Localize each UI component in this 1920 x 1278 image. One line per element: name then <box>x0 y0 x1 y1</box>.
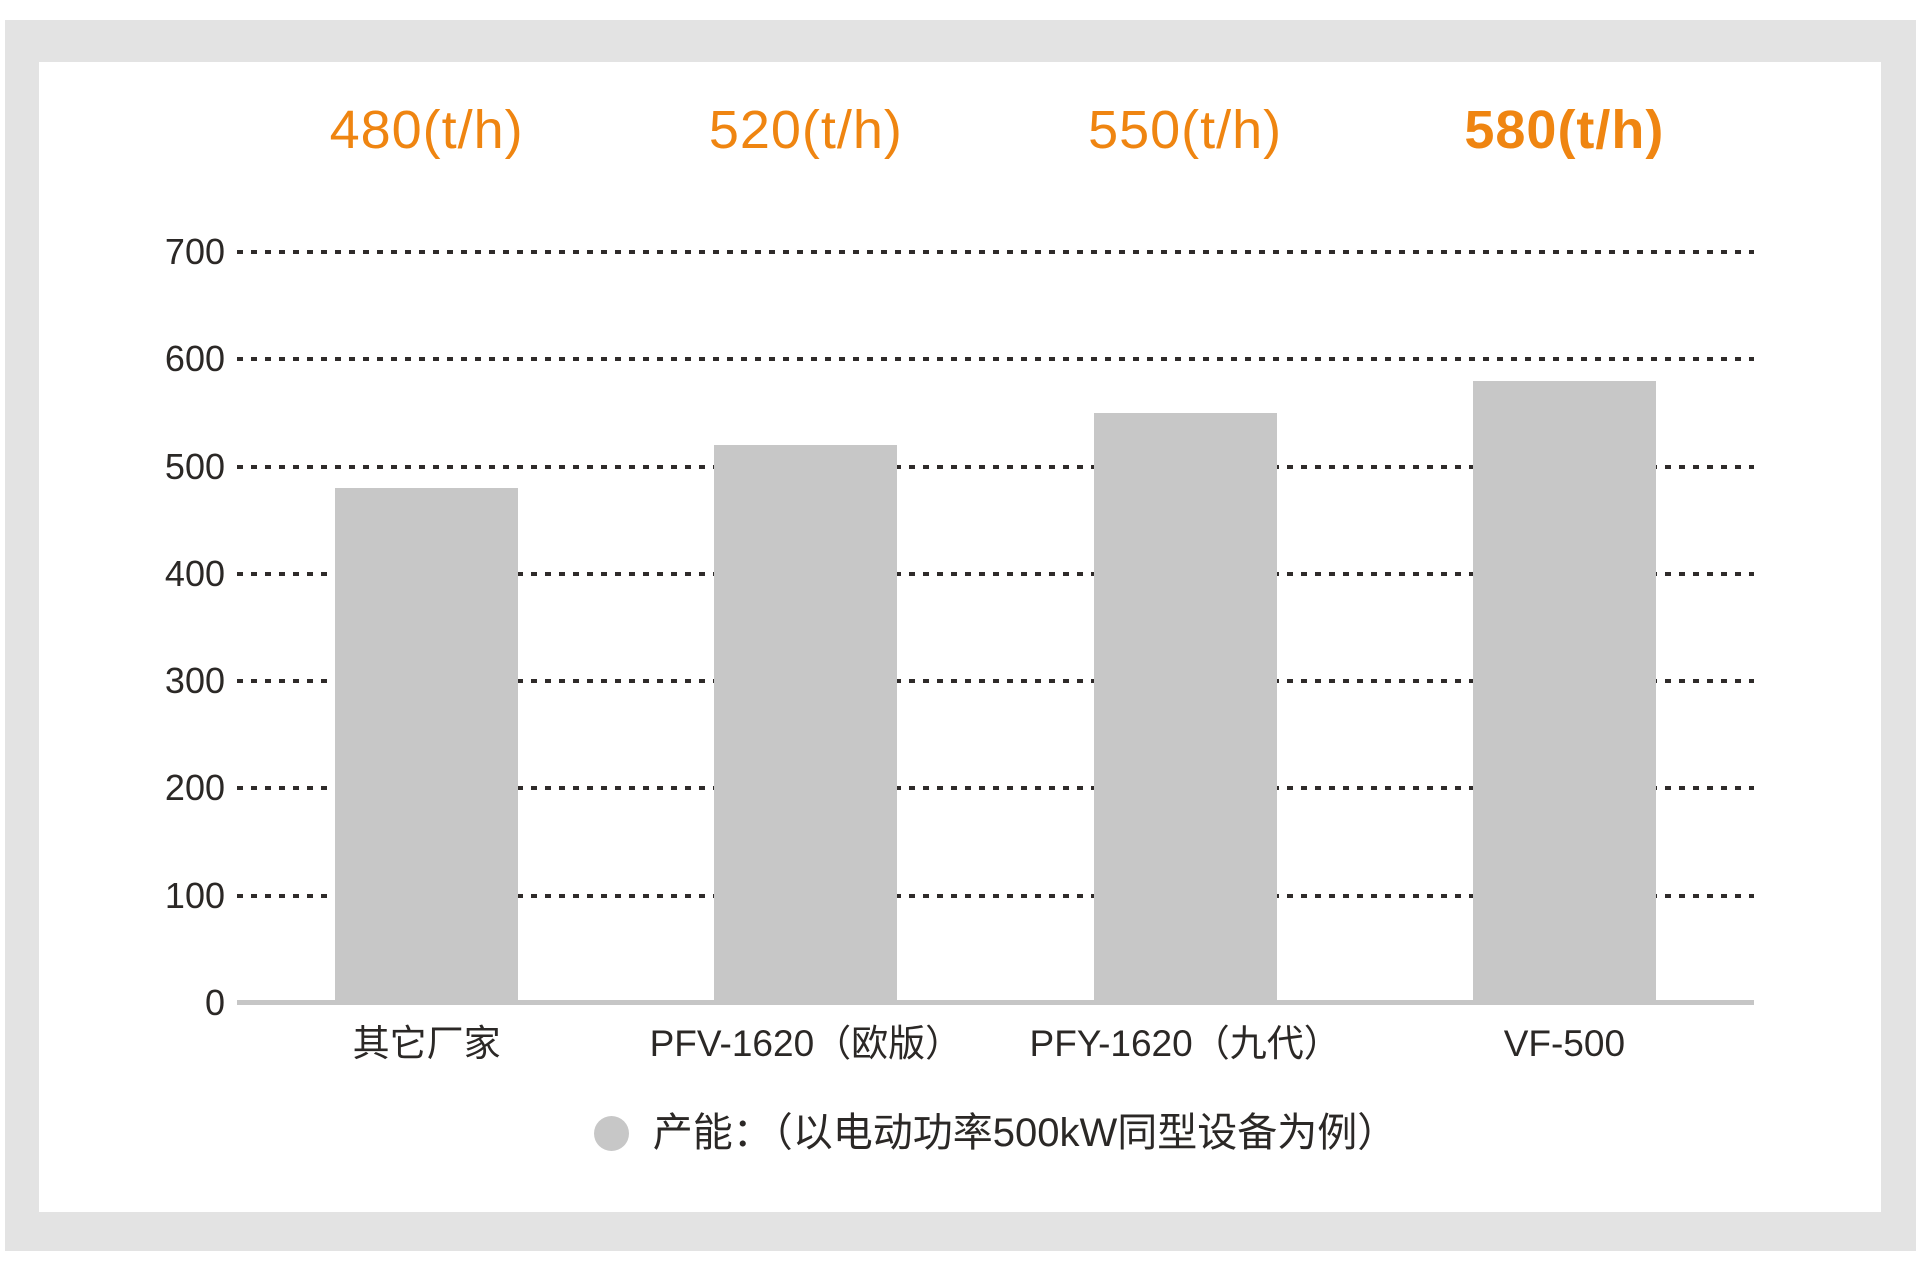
y-axis-tick-label: 0 <box>204 982 225 1023</box>
page-frame: 480(t/h) 520(t/h) 550(t/h) 580(t/h) 其它厂家 PFV… <box>5 20 1916 1251</box>
x-axis-category-label: 其它厂家 <box>352 1023 501 1064</box>
bar-column <box>996 252 1375 1003</box>
x-axis-category-label: PFY-1620（九代） <box>1029 1023 1341 1064</box>
bar-value-label: 480(t/h) <box>329 100 524 160</box>
gridline <box>237 357 1754 362</box>
y-axis-tick-label: 200 <box>164 767 225 809</box>
y-axis-tick-label: 400 <box>164 552 225 594</box>
gridline <box>237 893 1754 898</box>
x-axis-line <box>237 1000 1754 1005</box>
gridline <box>237 571 1754 576</box>
bar-column <box>616 252 995 1003</box>
chart-card: 480(t/h) 520(t/h) 550(t/h) 580(t/h) 其它厂家 PFV… <box>39 62 1881 1212</box>
bar-column <box>237 252 616 1003</box>
bar-value-label: 550(t/h) <box>1088 100 1283 160</box>
legend-label: 产能：（以电动功率500kW同型设备为例） <box>652 1111 1398 1155</box>
x-axis-category-labels: 其它厂家 PFV-1620（欧版） PFY-1620（九代） VF-500 <box>237 1022 1754 1066</box>
bar <box>1472 380 1656 1003</box>
legend-dot-icon <box>593 1115 629 1151</box>
y-axis-tick-label: 700 <box>164 231 225 272</box>
y-axis-tick-label: 300 <box>164 660 225 702</box>
legend: 产能：（以电动功率500kW同型设备为例） <box>237 1098 1754 1168</box>
y-axis-tick-label: 500 <box>164 445 225 487</box>
bars-layer <box>237 252 1754 1003</box>
bar-value-label: 520(t/h) <box>708 100 903 160</box>
x-axis-category-label: PFV-1620（欧版） <box>649 1023 963 1064</box>
y-axis-tick-label: 100 <box>164 874 225 916</box>
bar-value-labels-row: 480(t/h) 520(t/h) 550(t/h) 580(t/h) <box>237 92 1754 168</box>
bar-column <box>1375 252 1754 1003</box>
bar-value-label: 580(t/h) <box>1464 100 1665 160</box>
gridline <box>237 250 1754 254</box>
bar <box>335 488 519 1003</box>
gridline <box>237 679 1754 684</box>
gridline <box>237 786 1754 791</box>
gridline <box>237 464 1754 469</box>
plot-area <box>237 250 1754 1005</box>
bar <box>714 445 898 1003</box>
y-axis-tick-label: 600 <box>164 338 225 380</box>
bar <box>1093 412 1277 1003</box>
x-axis-category-label: VF-500 <box>1503 1023 1626 1064</box>
